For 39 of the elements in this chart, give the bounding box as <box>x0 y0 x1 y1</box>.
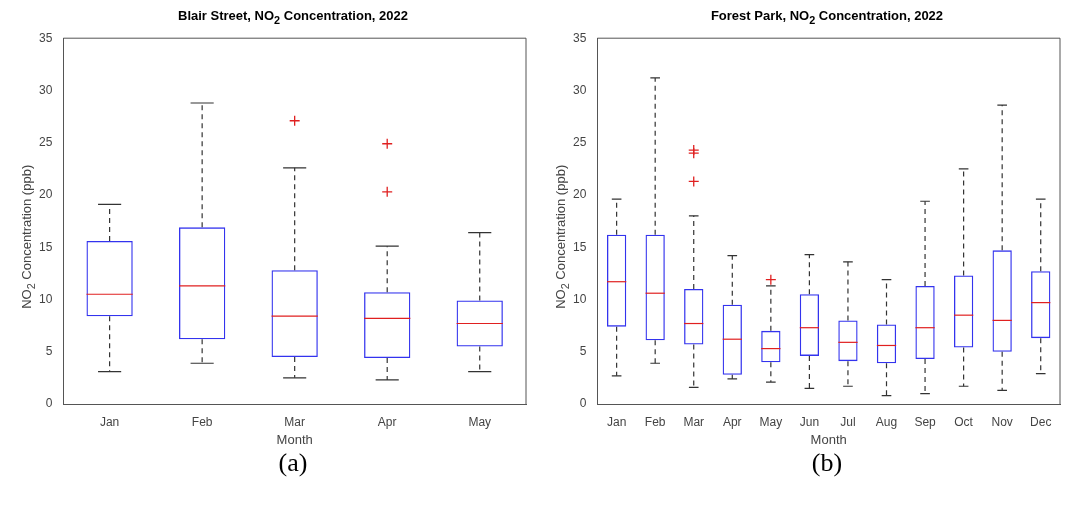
y-tick-label: 10 <box>572 291 587 306</box>
x-tick-label: Feb <box>191 414 213 429</box>
x-tick-label: May <box>759 414 783 429</box>
text: (a) <box>277 448 309 478</box>
y-tick-label: 25 <box>572 135 587 150</box>
x-tick-label: Jan <box>606 414 627 429</box>
y-tick-label: 20 <box>38 187 53 202</box>
x-tick-label: Nov <box>991 414 1013 429</box>
x-tick-label: Oct <box>954 414 974 429</box>
x-tick-label: Mar <box>284 414 306 429</box>
y-tick-label: 5 <box>45 344 53 359</box>
y-tick-label: 30 <box>38 82 53 97</box>
y-tick-label: 35 <box>572 30 587 45</box>
y-tick-label: 35 <box>38 30 53 45</box>
x-tick-label: Jan <box>99 414 120 429</box>
text: (b) <box>810 448 844 478</box>
x-tick-label: May <box>468 414 492 429</box>
x-tick-label: Feb <box>644 414 666 429</box>
x-tick-label: Jun <box>799 414 820 429</box>
y-tick-label: 5 <box>579 344 587 359</box>
x-tick-label: Apr <box>377 414 397 429</box>
x-tick-label: Mar <box>683 414 705 429</box>
x-tick-label: Sep <box>914 414 937 429</box>
y-tick-label: 20 <box>572 187 587 202</box>
y-tick-label: 15 <box>38 239 53 254</box>
x-tick-label: Aug <box>875 414 898 429</box>
y-tick-label: 10 <box>38 291 53 306</box>
y-tick-label: 0 <box>579 396 587 411</box>
x-axis-title: Month <box>276 431 313 447</box>
x-tick-label: Apr <box>722 414 742 429</box>
x-tick-label: Jul <box>840 414 856 429</box>
x-tick-label: Dec <box>1030 414 1052 429</box>
y-tick-label: 0 <box>45 396 53 411</box>
chart-title: Forest Park, NO$_{2}$ Concentration, 2022 <box>709 8 945 28</box>
y-tick-label: 15 <box>572 239 587 254</box>
y-tick-label: 30 <box>572 82 587 97</box>
x-axis-title: Month <box>810 431 847 447</box>
chart-title: Blair Street, NO$_{2}$ Concentration, 2022 <box>177 8 409 28</box>
y-tick-label: 25 <box>38 135 53 150</box>
